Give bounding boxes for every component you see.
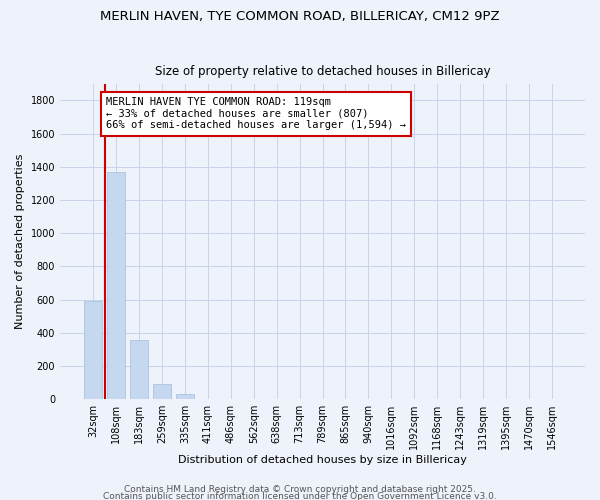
Text: Contains HM Land Registry data © Crown copyright and database right 2025.: Contains HM Land Registry data © Crown c… <box>124 486 476 494</box>
Y-axis label: Number of detached properties: Number of detached properties <box>15 154 25 329</box>
Bar <box>107 172 125 399</box>
X-axis label: Distribution of detached houses by size in Billericay: Distribution of detached houses by size … <box>178 455 467 465</box>
Title: Size of property relative to detached houses in Billericay: Size of property relative to detached ho… <box>155 66 490 78</box>
Bar <box>130 340 148 399</box>
Text: Contains public sector information licensed under the Open Government Licence v3: Contains public sector information licen… <box>103 492 497 500</box>
Text: MERLIN HAVEN TYE COMMON ROAD: 119sqm
← 33% of detached houses are smaller (807)
: MERLIN HAVEN TYE COMMON ROAD: 119sqm ← 3… <box>106 97 406 130</box>
Bar <box>84 302 102 399</box>
Bar <box>153 384 171 399</box>
Bar <box>176 394 194 399</box>
Text: MERLIN HAVEN, TYE COMMON ROAD, BILLERICAY, CM12 9PZ: MERLIN HAVEN, TYE COMMON ROAD, BILLERICA… <box>100 10 500 23</box>
